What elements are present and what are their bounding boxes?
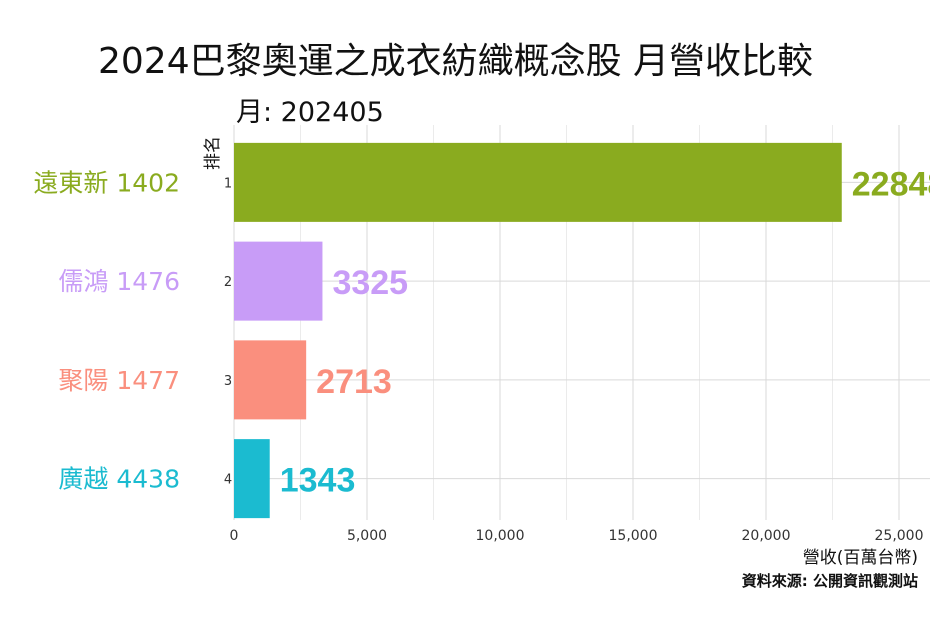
bar — [234, 439, 270, 519]
rank-tick-label: 3 — [224, 374, 232, 389]
bar — [234, 142, 842, 222]
category-label: 儒鴻 1476 — [58, 267, 180, 296]
x-tick-label: 15,000 — [609, 528, 658, 544]
y-axis-label: 排名 — [203, 136, 223, 170]
chart-caption: 資料來源: 公開資訊觀測站 — [741, 572, 918, 590]
chart-subtitle: 月: 202405 — [236, 97, 384, 128]
bar — [234, 241, 323, 321]
x-tick-label: 0 — [230, 528, 239, 544]
category-label: 聚陽 1477 — [58, 366, 180, 395]
x-tick-label: 10,000 — [476, 528, 525, 544]
chart-title: 2024巴黎奧運之成衣紡織概念股 月營收比較 — [98, 41, 814, 82]
x-tick-label: 25,000 — [875, 528, 924, 544]
x-axis-label: 營收(百萬台幣) — [802, 548, 918, 568]
bar-value-label: 22848 — [852, 165, 930, 203]
bar-value-label: 2713 — [316, 363, 392, 401]
category-label: 遠東新 1402 — [33, 168, 180, 197]
x-tick-label: 20,000 — [742, 528, 791, 544]
bar-value-label: 3325 — [332, 264, 408, 302]
x-tick-label: 5,000 — [347, 528, 387, 544]
rank-tick-label: 1 — [224, 176, 232, 191]
rank-tick-label: 4 — [224, 473, 232, 488]
bar-value-label: 1343 — [280, 462, 356, 500]
rank-tick-label: 2 — [224, 275, 232, 290]
bar — [234, 340, 307, 420]
category-label: 廣越 4438 — [58, 465, 180, 494]
